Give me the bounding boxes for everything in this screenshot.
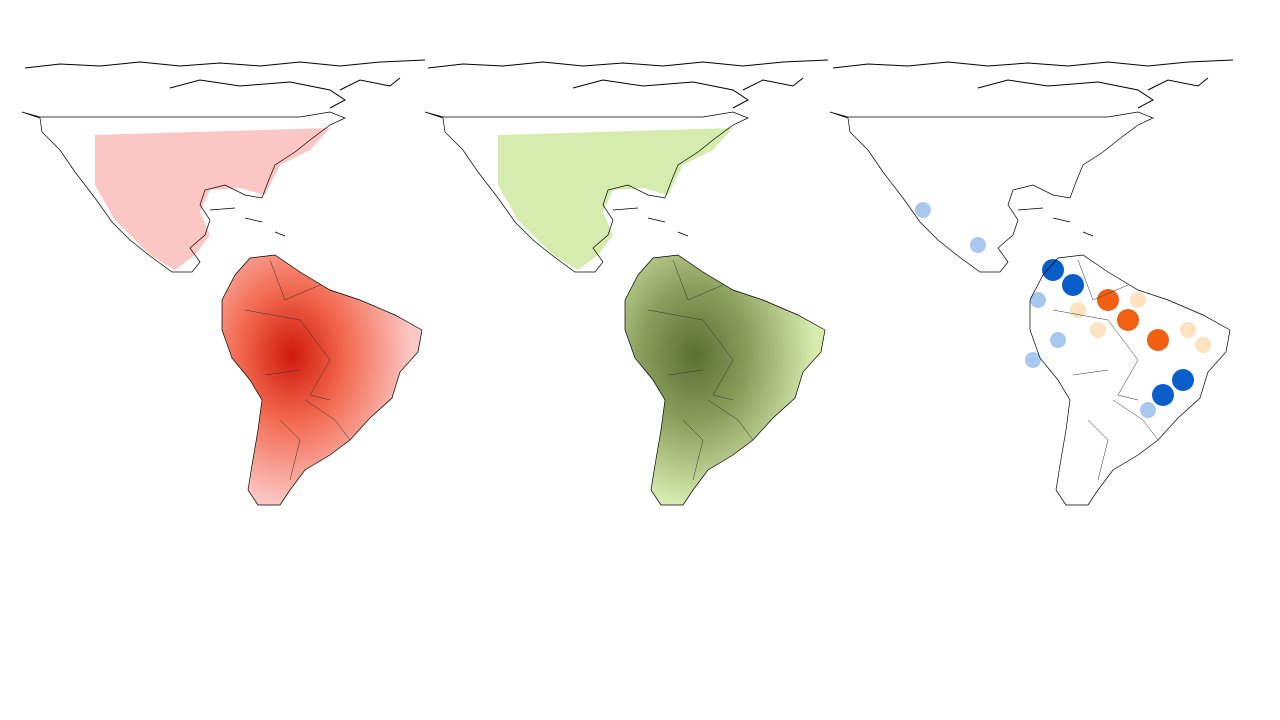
- country-borders: [647, 259, 754, 481]
- hex-cluster: [1097, 289, 1119, 311]
- panel-3: [829, 59, 1234, 506]
- arctic-coastline: [427, 59, 829, 109]
- hex-cluster: [1117, 309, 1139, 331]
- hex-cluster: [915, 202, 931, 218]
- hex-cluster: [1195, 337, 1211, 353]
- caribbean-islands: [1017, 207, 1094, 237]
- panel-2: [424, 59, 829, 506]
- hex-cluster: [970, 237, 986, 253]
- hex-cluster: [1062, 274, 1084, 296]
- north-america-fill: [95, 128, 330, 270]
- north-america-fill: [498, 128, 733, 270]
- country-borders: [1052, 259, 1159, 481]
- panel-1: [21, 59, 426, 506]
- hex-cluster: [1152, 384, 1174, 406]
- hex-cluster: [1147, 329, 1169, 351]
- south-america-fill: [222, 255, 422, 505]
- north-america-outline: [21, 111, 346, 273]
- hex-cluster: [1090, 322, 1106, 338]
- north-america-outline: [829, 111, 1154, 273]
- arctic-coastline: [24, 59, 426, 109]
- hex-cluster: [1180, 322, 1196, 338]
- hex-cluster: [1050, 332, 1066, 348]
- hex-cluster: [1140, 402, 1156, 418]
- south-america-fill: [625, 255, 825, 505]
- caribbean-islands: [612, 207, 689, 237]
- hex-cluster: [1172, 369, 1194, 391]
- hex-cluster: [1025, 352, 1041, 368]
- country-borders: [244, 259, 351, 481]
- caribbean-islands: [209, 207, 286, 237]
- hex-cluster: [1042, 259, 1064, 281]
- hex-cluster: [1030, 292, 1046, 308]
- south-america-outline: [1029, 254, 1231, 506]
- hex-cluster: [1130, 292, 1146, 308]
- arctic-coastline: [832, 59, 1234, 109]
- north-america-outline: [424, 111, 749, 273]
